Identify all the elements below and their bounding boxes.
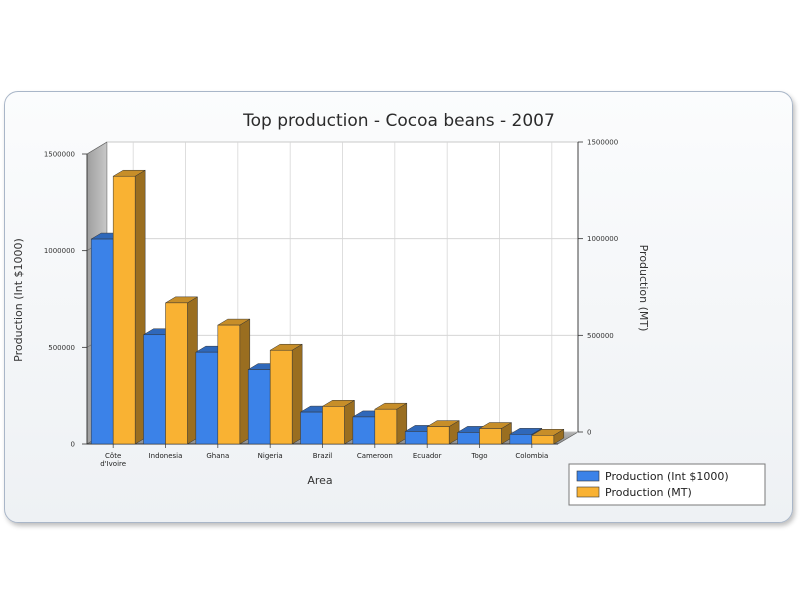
category-label: Ecuador [413,452,442,460]
left-tick-label: 1000000 [44,247,75,255]
wall-gridline [86,141,108,155]
bar [478,422,513,445]
category-label: Ghana [206,452,229,460]
legend-box [568,463,766,506]
bar-front [479,428,502,445]
legend: Production (Int $1000) Production (MT) [568,463,766,506]
chart-title: Top production - Cocoa beans - 2007 [242,111,555,131]
bar-front [195,351,219,445]
right-tick-label: 1000000 [587,235,618,243]
bar [530,428,565,445]
right-tick-label: 1500000 [587,139,618,147]
bar-front [165,302,188,445]
bar [112,169,147,445]
bar [269,343,304,445]
category-label: Colombia [515,452,548,460]
bar-front [322,406,345,445]
right-y-axis-label: Production (MT) [637,245,650,332]
right-tick-label: 0 [587,429,591,437]
bar-front [404,431,428,445]
legend-label-0: Production (Int $1000) [605,470,729,483]
bar-front [374,408,398,445]
category-label: Nigeria [258,452,283,460]
bar [216,318,251,445]
category-labels: Côte d'Ivoire Indonesia Ghana Nigeria Brazil C… [100,452,548,468]
category-label: Cameroon [357,452,393,460]
left-tick-label: 1500000 [44,151,75,159]
bar [164,296,199,445]
bar-front [112,175,136,445]
bar-front [247,369,271,445]
bar-front [457,432,480,445]
category-label: Indonesia [149,452,183,460]
legend-label-1: Production (MT) [605,486,692,499]
left-tick-label: 0 [71,441,75,449]
legend-swatch-1 [576,486,600,498]
bar-front [426,426,450,445]
left-y-axis-label: Production (Int $1000) [12,238,25,362]
bar-front [143,334,166,445]
bar-front [217,324,241,445]
bars [90,169,565,445]
bar-front [531,435,555,445]
category-label: Côte d'Ivoire [100,452,126,468]
category-label: Brazil [313,452,333,460]
legend-swatch-0 [576,470,600,482]
x-axis-label: Area [307,474,332,487]
right-tick-label: 500000 [587,332,614,340]
bar-front [269,349,293,445]
bar-front [509,434,533,445]
left-tick-label: 500000 [48,344,75,352]
bar-front [90,238,114,445]
bar-front [300,411,323,445]
bar [373,402,408,445]
bar [426,420,461,445]
category-label: Togo [470,452,487,460]
bar [321,399,356,445]
bar-front [352,416,376,445]
